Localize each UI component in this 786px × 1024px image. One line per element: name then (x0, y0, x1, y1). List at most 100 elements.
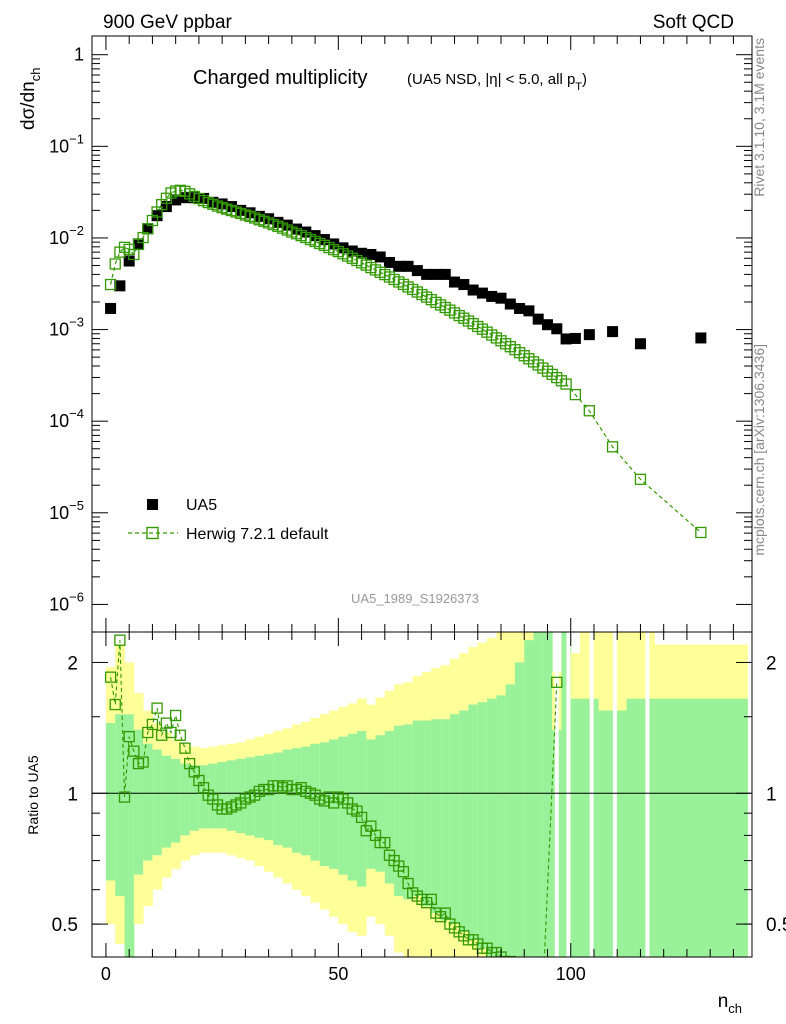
ratio-band-gap (612, 632, 617, 957)
ratio-band-inner (161, 755, 172, 848)
ratio-band-inner (180, 763, 191, 836)
ratio-data-point (510, 961, 520, 971)
ua5-data-point (569, 332, 581, 344)
ratio-data-point (156, 729, 168, 741)
ratio-band-inner (598, 710, 628, 957)
ratio-band-inner (124, 714, 135, 957)
ratio-band-inner (403, 724, 414, 900)
ratio-data-point (146, 718, 159, 731)
ratio-data-point (160, 717, 173, 729)
main-y-tick-label: 1 (74, 45, 84, 65)
x-tick-label: 100 (556, 964, 586, 984)
ratio-band-gap (566, 632, 571, 957)
ratio-y-tick-label: 1 (67, 784, 78, 805)
main-y-tick-base: 1 (74, 45, 84, 65)
legend: UA5 Herwig 7.2.1 default (128, 497, 329, 543)
ua5-data-point (551, 323, 563, 335)
main-y-tick-label: 10−1 (49, 131, 84, 156)
mc-data-point (634, 473, 647, 485)
main-y-tick-base: 10 (49, 228, 69, 248)
main-y-tick-exponent: −2 (69, 223, 84, 238)
ratio-band-inner (449, 714, 460, 925)
ratio-data-point (397, 866, 410, 878)
ratio-band-inner (115, 714, 126, 897)
ratio-data-marks (104, 634, 563, 996)
ua5-data-point (541, 319, 553, 331)
ua5-data-point (430, 268, 442, 280)
ua5-data-point (523, 305, 535, 317)
analysis-label: UA5_1989_S1926373 (351, 591, 479, 606)
ratio-panel: 2 2 1 1 0.5 0.5 0 50 100 Ratio to UA5 nch (25, 631, 786, 1016)
ua5-data-point (402, 260, 414, 272)
ratio-band-inner (524, 640, 535, 957)
ua5-data-point (695, 332, 707, 344)
ua5-data-point (383, 256, 395, 268)
ratio-data-point (439, 907, 451, 919)
ratio-data-point (538, 986, 548, 996)
ratio-band-inner (273, 752, 284, 846)
main-y-tick-label: 10−5 (49, 498, 84, 523)
ua5-data-point (607, 326, 619, 338)
ratio-y-tick-label-right: 2 (766, 653, 777, 674)
mc-data-point (606, 441, 619, 453)
main-panel: 110−110−210−310−410−510−6 Charged multip… (18, 35, 753, 633)
ua5-data-point (356, 247, 368, 259)
ratio-data-point (114, 634, 126, 646)
mc-data-point (583, 405, 595, 417)
ratio-band-inner (496, 695, 507, 957)
ua5-data-point (365, 248, 377, 260)
ratio-data-point (170, 709, 182, 722)
ua5-data-point (132, 238, 144, 250)
main-x-ticks (105, 36, 734, 632)
ratio-band-inner (570, 698, 581, 957)
x-tick-label: 0 (101, 964, 111, 984)
ratio-band-inner (542, 632, 553, 957)
ratio-data-point (151, 702, 163, 714)
ratio-data-point (118, 791, 131, 803)
ratio-data-point (179, 742, 191, 754)
ratio-y-tick-label: 2 (67, 653, 78, 674)
ratio-data-point (109, 698, 121, 711)
main-y-tick-base: 10 (49, 320, 69, 340)
ua5-data-point (123, 255, 135, 267)
ratio-band-inner (282, 749, 293, 848)
ratio-band-inner (412, 720, 423, 897)
ratio-band-gap (554, 632, 559, 957)
main-y-tick-label: 10−4 (49, 406, 84, 431)
mc-data-point (109, 258, 121, 270)
ratio-band-inner (226, 760, 237, 831)
ua5-data-point (532, 313, 544, 325)
legend-marker-ua5 (147, 499, 158, 510)
ratio-band-inner (366, 739, 377, 869)
ratio-band-inner (329, 739, 339, 869)
ua5-data-point (142, 223, 154, 235)
mc-data-point (569, 388, 582, 401)
ua5-data-point (634, 338, 646, 350)
ua5-data-point (467, 284, 479, 296)
main-y-tick-base: 10 (49, 503, 69, 523)
main-y-tick-exponent: −3 (69, 315, 84, 330)
ratio-band-inner (394, 725, 404, 897)
ratio-band-inner (422, 720, 432, 907)
ratio-data-point (519, 966, 529, 976)
main-y-axis: 110−110−210−310−410−510−6 (49, 45, 752, 614)
mc-data-point (695, 526, 707, 539)
ua5-data-point (514, 302, 526, 314)
main-y-tick-exponent: −5 (69, 498, 84, 513)
ratio-band-inner (143, 743, 153, 861)
ratio-band-inner (375, 735, 386, 872)
chart-subtitle: (UA5 NSD, |η| < 5.0, all pT) (407, 71, 587, 93)
main-y-tick-exponent: −6 (69, 589, 84, 604)
ratio-y-tick-label: 0.5 (52, 915, 78, 936)
ratio-data-point (165, 726, 177, 739)
ratio-data-point (425, 893, 437, 906)
ratio-band-inner (105, 723, 116, 881)
header-left-label: 900 GeV ppbar (103, 12, 233, 33)
ua5-data-point (583, 329, 595, 341)
ua5-data-point (421, 268, 433, 280)
ratio-band-inner (514, 662, 525, 957)
ua5-data-point (439, 268, 451, 280)
mc-data-point (104, 278, 117, 291)
main-y-tick-base: 10 (49, 594, 69, 614)
ratio-band-inner (505, 684, 516, 957)
